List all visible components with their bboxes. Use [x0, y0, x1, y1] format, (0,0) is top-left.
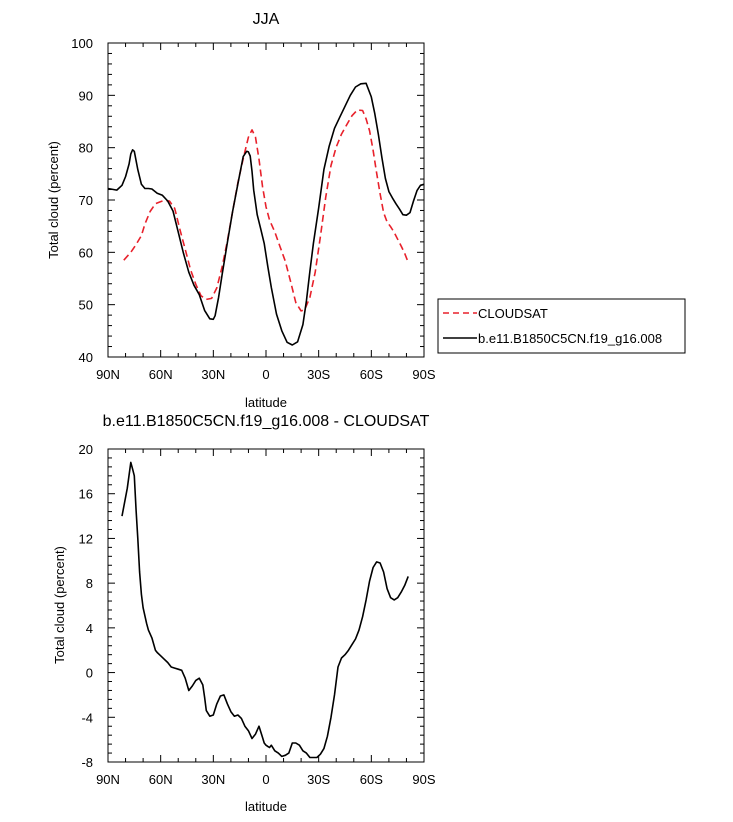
- y-tick-label: -8: [81, 755, 93, 770]
- y-tick-label: 100: [71, 36, 93, 51]
- y-tick-label: 8: [86, 576, 93, 591]
- legend-box: [437, 298, 686, 354]
- y-tick-label: 12: [79, 531, 93, 546]
- y-tick-label: 0: [86, 666, 93, 681]
- x-axis-label-bottom: latitude: [245, 799, 287, 814]
- series-line-top-0: [123, 109, 409, 312]
- x-tick-label: 30S: [307, 367, 330, 382]
- y-tick-label: 90: [79, 88, 93, 103]
- top-panel-jja: JJA 90N 60N 30N 0 30S 60S 90S 40 50 60 70 80 90 100 l…: [46, 11, 436, 410]
- y-tick-label: 50: [79, 298, 93, 313]
- y-tick-label: -4: [81, 710, 93, 725]
- x-tick-label: 60N: [149, 367, 173, 382]
- y-tick-label: 40: [79, 350, 93, 365]
- x-tick-label: 30S: [307, 772, 330, 787]
- plot-area-top: 90N 60N 30N 0 30S 60S 90S 40 50 60 70 80 90 100: [71, 36, 436, 382]
- y-axis-label-top: Total cloud (percent): [46, 141, 61, 259]
- x-tick-label: 90N: [96, 772, 120, 787]
- x-tick-label: 0: [262, 772, 269, 787]
- x-tick-label: 60N: [149, 772, 173, 787]
- y-tick-label: 60: [79, 245, 93, 260]
- plot-frame-bottom: [107, 448, 425, 763]
- x-tick-label: 30N: [201, 367, 225, 382]
- x-tick-label: 90S: [412, 772, 435, 787]
- x-tick-label: 60S: [360, 772, 383, 787]
- x-tick-label: 0: [262, 367, 269, 382]
- series-line-bottom-0: [121, 461, 409, 759]
- chart-title-difference: b.e11.B1850C5CN.f19_g16.008 - CLOUDSAT: [103, 413, 430, 430]
- x-tick-label: 90N: [96, 367, 120, 382]
- y-tick-label: 4: [86, 621, 93, 636]
- y-axis-label-bottom: Total cloud (percent): [52, 546, 67, 664]
- chart-title-jja: JJA: [253, 11, 280, 28]
- x-tick-label: 60S: [360, 367, 383, 382]
- y-tick-label: 16: [79, 487, 93, 502]
- bottom-panel-difference: b.e11.B1850C5CN.f19_g16.008 - CLOUDSAT 9…: [52, 413, 436, 814]
- y-tick-label: 80: [79, 141, 93, 156]
- legend-label-cloudsat: CLOUDSAT: [478, 306, 548, 321]
- x-tick-label: 90S: [412, 367, 435, 382]
- plot-frame-top: [107, 42, 425, 358]
- x-tick-label: 30N: [201, 772, 225, 787]
- legend: CLOUDSAT b.e11.B1850C5CN.f19_g16.008: [437, 298, 686, 354]
- x-axis-label-top: latitude: [245, 395, 287, 410]
- plot-area-bottom: 90N 60N 30N 0 30S 60S 90S -8 -4 0 4 8 12 16 20: [79, 442, 436, 787]
- y-tick-label: 20: [79, 442, 93, 457]
- y-tick-label: 70: [79, 193, 93, 208]
- series-line-top-1: [107, 82, 425, 346]
- legend-label-model: b.e11.B1850C5CN.f19_g16.008: [478, 331, 662, 346]
